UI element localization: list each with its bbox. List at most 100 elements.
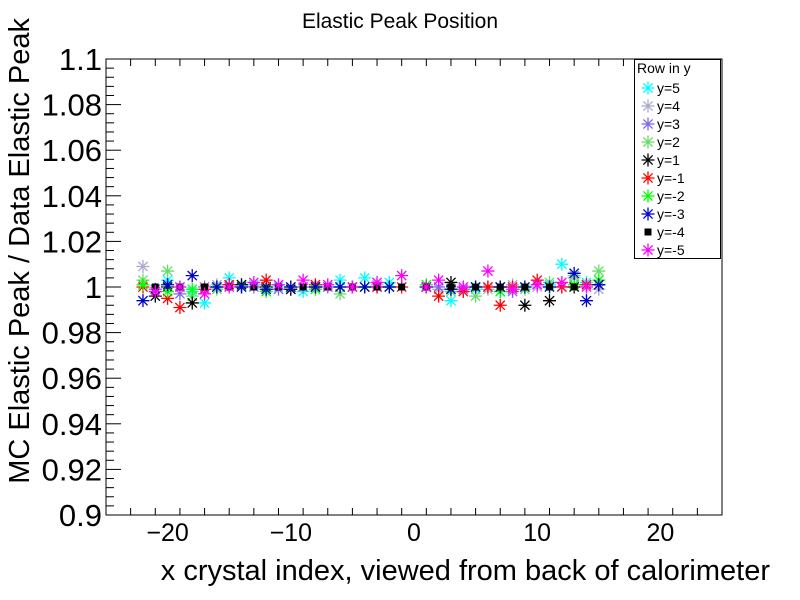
data-point	[555, 257, 569, 271]
legend-item: y=-1	[635, 169, 721, 187]
data-point	[358, 280, 372, 294]
legend-marker	[644, 228, 652, 236]
data-point	[161, 285, 175, 299]
data-point	[530, 278, 544, 292]
legend-marker	[641, 189, 655, 203]
legend-marker-icon	[644, 228, 652, 236]
legend: Row in y y=5 y=4 y=3 y=2 y=1 y=-1 y=-2 y=-3 y=-4…	[634, 59, 721, 259]
data-point	[370, 275, 384, 289]
legend-item: y=2	[635, 133, 721, 151]
chart-title: Elastic Peak Position	[302, 10, 498, 33]
data-point	[447, 283, 455, 291]
legend-marker	[641, 117, 655, 131]
legend-title: Row in y	[637, 60, 691, 76]
data-point	[345, 280, 359, 294]
legend-item: y=3	[635, 115, 721, 133]
data-point	[395, 269, 409, 283]
data-point	[333, 273, 347, 287]
data-point	[161, 278, 175, 292]
data-point	[136, 278, 150, 292]
data-point	[555, 275, 569, 289]
legend-marker-icon	[641, 207, 655, 221]
data-point	[493, 298, 507, 312]
legend-marker	[641, 171, 655, 185]
y-tick-label: 0.9	[59, 498, 102, 533]
legend-label: y=1	[657, 152, 680, 168]
data-point	[235, 280, 249, 294]
y-tick-label: 0.96	[42, 361, 102, 396]
data-point	[161, 291, 175, 305]
data-points	[136, 257, 606, 315]
data-point	[432, 273, 446, 287]
legend-marker	[641, 207, 655, 221]
data-point	[432, 280, 446, 294]
data-point	[185, 296, 199, 310]
data-point	[333, 287, 347, 301]
y-tick-label: 1.08	[42, 88, 102, 123]
y-tick-label: 1.04	[42, 179, 102, 214]
data-point	[481, 264, 495, 278]
data-point	[579, 294, 593, 308]
data-point	[185, 282, 199, 296]
legend-marker-icon	[641, 81, 655, 95]
data-point	[432, 289, 446, 303]
data-point	[481, 280, 495, 294]
x-axis-label: x crystal index, viewed from back of cal…	[161, 555, 771, 587]
legend-item: y=-3	[635, 205, 721, 223]
data-point	[185, 289, 199, 303]
data-point	[444, 275, 458, 289]
legend-marker	[641, 153, 655, 167]
x-tick-label: 20	[646, 519, 674, 547]
legend-label: y=4	[657, 98, 680, 114]
series-y=-5	[148, 264, 593, 301]
x-tick-label: 10	[523, 519, 551, 547]
data-point	[198, 287, 212, 301]
data-point	[398, 283, 406, 291]
data-point	[201, 283, 209, 291]
data-point	[358, 271, 372, 285]
data-point	[382, 280, 396, 294]
legend-item: y=1	[635, 151, 721, 169]
legend-marker	[641, 81, 655, 95]
data-point	[308, 280, 322, 294]
data-point	[419, 280, 433, 294]
legend-marker-icon	[641, 153, 655, 167]
data-point	[444, 294, 458, 308]
legend-item: y=-4	[635, 223, 721, 241]
legend-marker-icon	[641, 135, 655, 149]
data-point	[472, 283, 480, 291]
data-point	[173, 280, 187, 294]
data-point	[198, 296, 212, 310]
data-point	[321, 278, 335, 292]
legend-item: y=5	[635, 79, 721, 97]
legend-label: y=2	[657, 134, 680, 150]
legend-marker	[641, 99, 655, 113]
legend-marker	[641, 135, 655, 149]
data-point	[173, 301, 187, 315]
data-point	[271, 278, 285, 292]
x-tick-label: −20	[146, 519, 188, 547]
data-point	[333, 280, 347, 294]
legend-label: y=5	[657, 80, 680, 96]
data-point	[469, 289, 483, 303]
data-point	[521, 283, 529, 291]
legend-marker-icon	[641, 99, 655, 113]
data-point	[296, 273, 310, 287]
legend-label: y=-3	[657, 206, 685, 222]
y-tick-label: 1	[85, 270, 102, 305]
legend-marker-icon	[641, 243, 655, 257]
data-point	[247, 275, 261, 289]
legend-marker	[641, 243, 655, 257]
x-axis: −20 −10 0 10 20	[105, 59, 723, 547]
data-point	[518, 298, 532, 312]
x-tick-label: 0	[407, 519, 421, 547]
legend-marker-icon	[641, 189, 655, 203]
legend-marker-icon	[641, 117, 655, 131]
data-point	[456, 280, 470, 294]
data-point	[592, 264, 606, 278]
data-point	[136, 259, 150, 273]
data-point	[173, 287, 187, 301]
legend-label: y=3	[657, 116, 680, 132]
data-point	[546, 283, 554, 291]
